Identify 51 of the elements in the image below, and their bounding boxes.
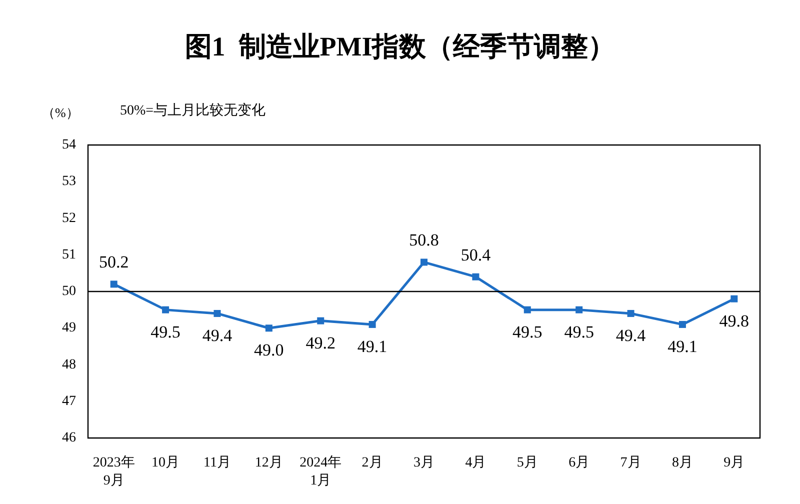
x-tick-label: 9月 (724, 456, 745, 470)
point (420, 258, 428, 266)
point (317, 317, 324, 324)
data-label: 49.5 (150, 322, 180, 342)
y-axis-title: （%） (42, 105, 79, 120)
x-tick-label: 3月 (414, 456, 434, 470)
point (214, 310, 221, 317)
x-tick-label: 2月 (362, 456, 383, 470)
y-tick-label: 49 (62, 320, 76, 336)
data-label: 49.1 (357, 336, 388, 356)
y-tick-label: 52 (62, 210, 76, 226)
point (730, 295, 738, 302)
x-tick-label: 2024年 1月 (300, 454, 342, 488)
point (472, 273, 480, 280)
point (678, 320, 686, 328)
point (265, 324, 272, 332)
y-tick-label: 50 (62, 284, 76, 299)
data-label: 50.4 (460, 245, 492, 264)
data-label: 49.2 (306, 333, 336, 352)
y-tick-label: 51 (62, 247, 76, 262)
y-tick-label: 48 (62, 357, 76, 372)
point (162, 306, 170, 314)
point (524, 306, 531, 314)
x-tick-label: 2023年 9月 (92, 454, 135, 488)
x-tick-label: 6月 (568, 456, 590, 470)
x-tick-label: 7月 (620, 456, 642, 470)
point (576, 306, 583, 314)
x-tick-label: 12月 (254, 456, 283, 470)
data-label: 49.1 (668, 336, 698, 356)
x-tick-label: 5月 (516, 456, 538, 470)
y-tick-label: 53 (62, 174, 76, 190)
data-label: 50.2 (98, 252, 129, 272)
point (368, 320, 376, 328)
chart-title: 图1 制造业PMI指数（经季节调整） (184, 32, 616, 62)
x-tick-label: 11月 (203, 456, 231, 470)
x-tick-label: 4月 (465, 456, 486, 470)
data-label: 50.8 (409, 230, 439, 250)
y-tick-label: 54 (62, 138, 76, 152)
point (110, 280, 118, 288)
text: 50%=与上月比较无变化 (120, 102, 266, 118)
y-tick-label: 47 (62, 394, 76, 409)
data-label: 49.0 (254, 340, 284, 360)
x-tick-label: 8月 (672, 456, 693, 470)
point (627, 310, 634, 317)
data-label: 49.5 (512, 322, 542, 342)
x-tick-label: 10月 (152, 456, 180, 470)
y-tick-label: 46 (62, 430, 76, 446)
data-label: 49.8 (719, 311, 750, 330)
data-label: 49.4 (616, 326, 646, 345)
data-label: 49.4 (202, 326, 233, 345)
data-label: 49.5 (564, 322, 594, 342)
